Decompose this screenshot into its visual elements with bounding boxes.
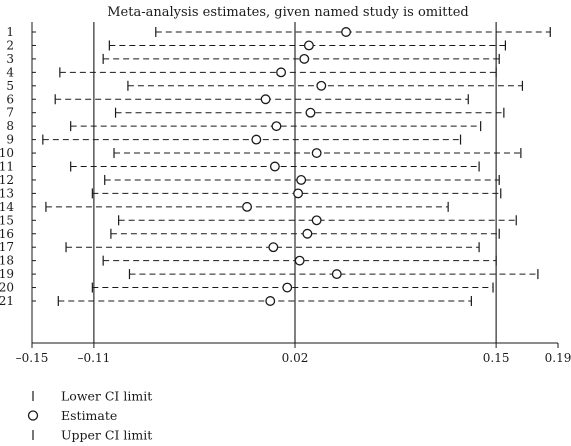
study-label: 15 — [0, 213, 14, 227]
legend-circle-symbol — [27, 410, 39, 421]
study-row: 18 — [0, 254, 497, 268]
study-label: 18 — [0, 254, 14, 268]
study-label: 20 — [0, 281, 14, 295]
study-label: 14 — [0, 200, 14, 214]
estimate-marker — [268, 242, 279, 253]
estimate-marker — [296, 174, 307, 185]
study-row: 14 — [0, 200, 449, 214]
estimate-marker — [311, 215, 322, 226]
study-row: 3 — [6, 52, 500, 66]
study-label: 2 — [6, 38, 14, 52]
study-row: 11 — [0, 160, 480, 174]
x-axis: –0.15 –0.11 0.02 0.15 0.19 — [16, 342, 571, 365]
study-label: 5 — [6, 79, 14, 93]
estimate-marker — [251, 134, 262, 145]
study-label: 10 — [0, 146, 14, 160]
estimate-marker — [299, 53, 310, 64]
legend: Lower CI limit Estimate Upper CI limit — [27, 389, 152, 443]
reference-lines — [93, 22, 497, 343]
study-row: 8 — [6, 119, 482, 133]
study-label: 9 — [6, 133, 14, 147]
legend-entry: Estimate — [27, 408, 117, 423]
study-label: 3 — [6, 52, 14, 66]
study-row: 12 — [0, 173, 500, 187]
legend-label: Estimate — [61, 408, 117, 423]
study-label: 12 — [0, 173, 14, 187]
study-row: 13 — [0, 186, 502, 200]
study-row: 17 — [0, 240, 480, 254]
legend-entry: Lower CI limit — [32, 389, 152, 404]
study-row: 6 — [6, 92, 469, 106]
estimate-marker — [331, 269, 342, 280]
estimate-marker — [271, 121, 282, 132]
estimate-marker — [269, 161, 280, 172]
study-row: 20 — [0, 281, 494, 295]
estimate-marker — [293, 188, 304, 199]
study-label: 11 — [0, 160, 14, 174]
estimate-marker — [276, 67, 287, 78]
x-tick-label: 0.15 — [483, 351, 510, 365]
x-tick-label: 0.02 — [282, 351, 309, 365]
estimate-marker — [265, 296, 276, 306]
x-tick-label: 0.19 — [545, 351, 571, 365]
study-label: 19 — [0, 267, 14, 281]
study-row: 19 — [0, 267, 539, 281]
study-label: 7 — [6, 106, 14, 120]
legend-label: Lower CI limit — [61, 389, 152, 404]
estimate-marker — [260, 94, 271, 105]
study-row: 21 — [0, 294, 472, 308]
study-row: 5 — [6, 79, 524, 93]
x-tick-label: –0.15 — [16, 351, 49, 365]
study-row: 7 — [6, 106, 505, 120]
study-label: 8 — [6, 119, 14, 133]
study-label: 21 — [0, 294, 14, 308]
study-label: 6 — [6, 92, 14, 106]
study-row: 15 — [0, 213, 517, 227]
chart-title: Meta-analysis estimates, given named stu… — [107, 5, 468, 20]
estimate-marker — [311, 148, 322, 159]
estimate-marker — [305, 107, 316, 118]
study-label: 17 — [0, 240, 14, 254]
legend-label: Upper CI limit — [61, 428, 152, 443]
study-label: 4 — [6, 65, 14, 79]
study-row: 1 — [6, 25, 551, 39]
estimate-marker — [242, 201, 252, 212]
study-row: 16 — [0, 227, 500, 241]
legend-entry: Upper CI limit — [32, 428, 152, 443]
x-tick-label: –0.11 — [78, 351, 111, 365]
study-row: 2 — [6, 38, 506, 52]
estimate-marker — [303, 40, 314, 51]
estimate-marker — [294, 255, 305, 266]
estimate-marker — [282, 282, 293, 293]
estimate-marker — [316, 80, 327, 91]
study-label: 1 — [6, 25, 14, 39]
study-row: 10 — [0, 146, 522, 160]
estimate-marker — [302, 228, 313, 239]
study-label: 13 — [0, 186, 14, 200]
study-row: 4 — [6, 65, 497, 79]
estimate-marker — [341, 27, 352, 37]
study-row: 9 — [6, 133, 462, 147]
study-label: 16 — [0, 227, 14, 241]
